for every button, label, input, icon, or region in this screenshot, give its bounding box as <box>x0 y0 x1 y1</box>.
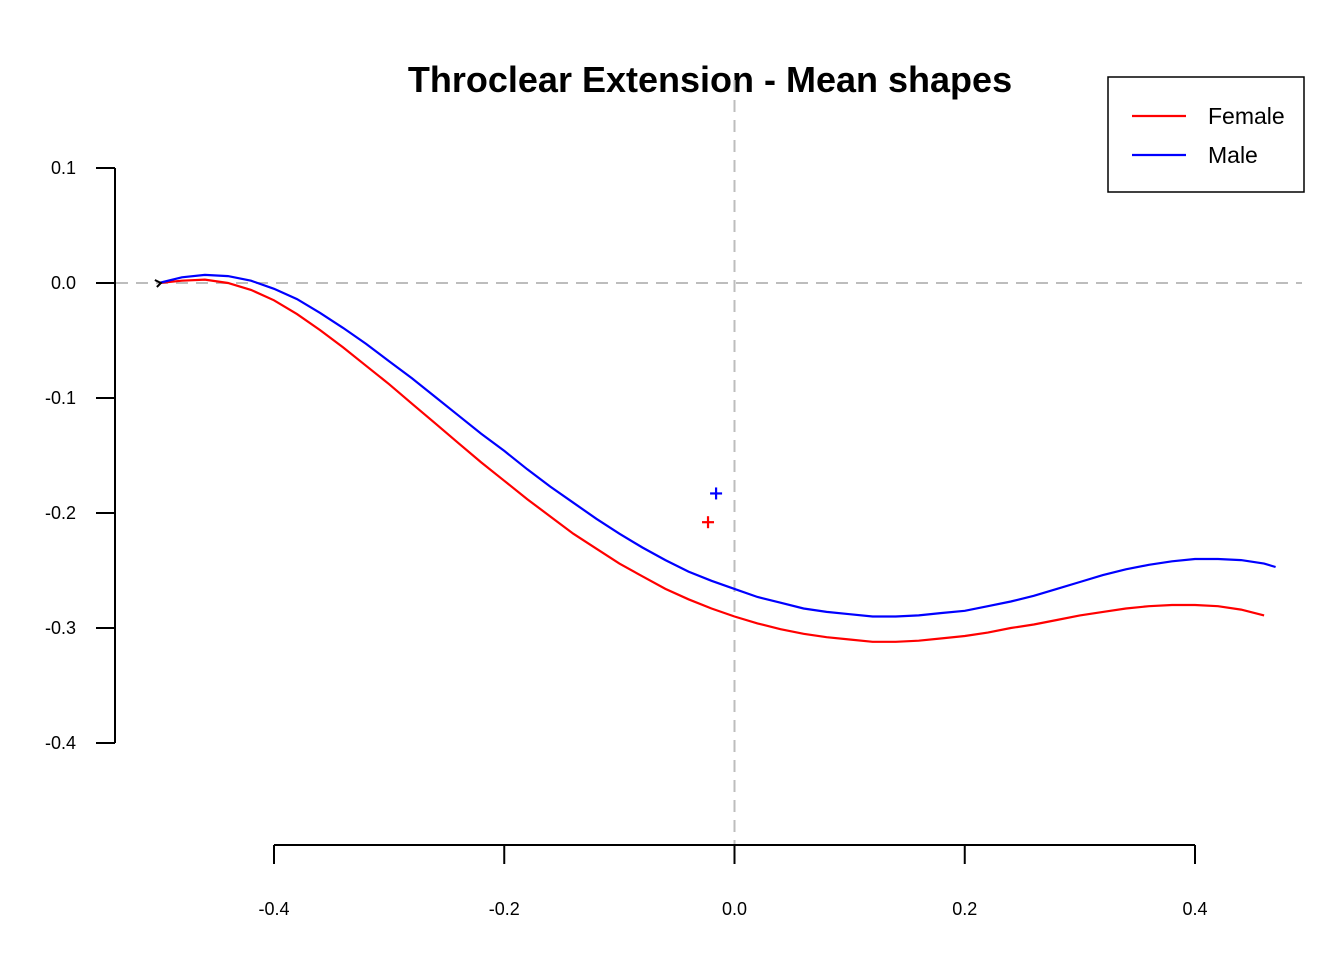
y-tick-label: -0.4 <box>45 733 76 753</box>
legend: Female Male <box>1107 76 1305 193</box>
legend-label-male: Male <box>1208 142 1258 168</box>
x-tick-label: -0.4 <box>258 899 289 919</box>
legend-box <box>1107 76 1305 193</box>
centroid-marker-female <box>702 516 715 529</box>
x-tick-label: 0.2 <box>952 899 977 919</box>
series-line-female <box>158 278 1265 643</box>
x-tick-label: 0.0 <box>722 899 747 919</box>
x-axis: -0.4 -0.2 0.0 0.2 0.4 <box>258 844 1208 919</box>
legend-label-female: Female <box>1208 103 1285 129</box>
y-tick-label: -0.2 <box>45 503 76 523</box>
start-arrow-icon <box>154 279 163 288</box>
x-tick-label: 0.4 <box>1182 899 1207 919</box>
series-line-male <box>158 273 1276 618</box>
chart-title: Throclear Extension - Mean shapes <box>408 59 1012 100</box>
centroid-marker-male <box>710 487 723 500</box>
y-tick-label: -0.1 <box>45 388 76 408</box>
series-layer <box>154 273 1276 643</box>
y-tick-label: 0.1 <box>51 158 76 178</box>
y-tick-label: 0.0 <box>51 273 76 293</box>
reference-lines <box>96 80 1302 858</box>
x-tick-label: -0.2 <box>489 899 520 919</box>
y-tick-label: -0.3 <box>45 618 76 638</box>
y-axis: 0.1 0.0 -0.1 -0.2 -0.3 -0.4 <box>45 158 116 753</box>
